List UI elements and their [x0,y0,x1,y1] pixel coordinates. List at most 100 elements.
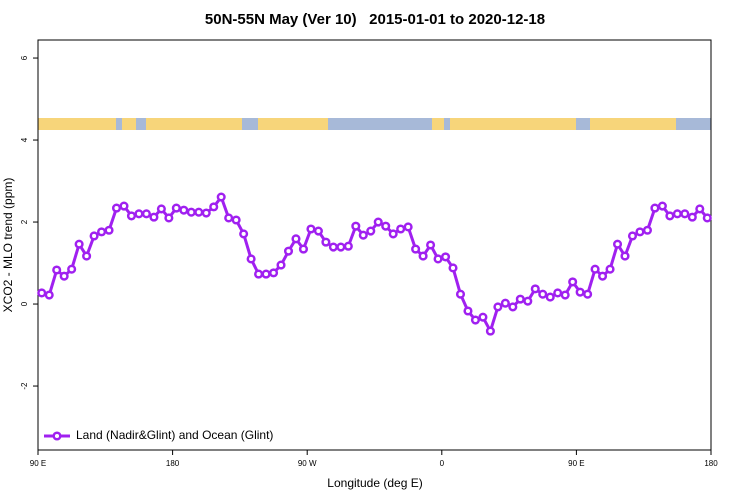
land-ocean-strip [38,118,711,130]
y-tick-label: 4 [20,137,29,142]
data-point [463,306,473,316]
data-point [620,251,630,261]
data-point [568,277,578,287]
data-point [186,207,196,217]
data-point [328,242,338,252]
plot-frame [37,39,712,451]
data-point [388,229,398,239]
chart-title: 50N-55N May (Ver 10) 2015-01-01 to 2020-… [205,11,545,28]
data-point [164,213,174,223]
x-tick-label: 180 [166,459,180,468]
data-point [500,298,510,308]
land-strip [450,118,576,130]
data-point [52,265,62,275]
data-point [485,326,495,336]
data-point [530,284,540,294]
data-point [440,252,451,262]
data-point [313,226,323,236]
data-point [104,225,114,235]
y-tick-label: 2 [20,219,29,224]
data-point [141,209,151,219]
data-point [470,315,481,325]
data-point [283,246,294,256]
land-strip [258,118,328,130]
data-point [583,289,593,299]
data-point [695,204,705,214]
data-point [269,268,279,278]
data-point [37,288,47,298]
data-point [276,260,286,270]
data-point [134,209,144,219]
data-point [209,202,219,212]
x-tick-label: 90 E [568,459,584,468]
data-point [508,302,518,312]
x-tick-label: 180 [704,459,718,468]
x-tick-label: 0 [440,459,445,468]
data-point [560,290,570,300]
data-point [59,271,69,281]
data-point [156,204,166,214]
data-point [89,231,99,241]
data-point [336,242,346,252]
data-point [261,269,271,279]
y-tick-label: 0 [20,301,29,306]
data-point [373,217,383,227]
data-point [201,208,211,218]
data-point [111,203,122,213]
data-point [680,209,690,219]
data-point [97,227,107,237]
data-point [515,294,525,304]
legend-label: Land (Nadir&Glint) and Ocean (Glint) [76,428,273,442]
land-strip [590,118,676,130]
data-point [702,213,712,223]
data-point [74,239,84,249]
data-point [239,229,249,239]
data-point [216,192,226,202]
data-point [545,292,555,302]
data-point [650,203,660,213]
data-point [254,269,264,279]
data-point [538,289,548,299]
data-point [523,296,533,306]
data-point [149,212,159,222]
data-point [411,244,421,254]
data-point [179,205,189,215]
data-point [231,215,241,225]
data-point [672,209,682,219]
y-tick-label: 6 [20,55,29,60]
data-point [627,231,638,241]
data-point [493,302,503,312]
data-point [351,221,361,231]
data-point [67,264,77,274]
data-point [657,201,667,211]
data-point [396,224,406,234]
data-point [605,264,615,274]
data-point [433,254,443,264]
data-point [403,222,413,232]
land-strip [432,118,444,130]
data-point [291,234,301,244]
data-point [366,226,376,236]
data-point [598,271,608,281]
data-point [612,239,623,249]
data-point [358,230,368,240]
legend-marker [52,431,62,441]
data-point [426,240,436,250]
data-point [44,290,54,300]
data-point [224,213,234,223]
data-point [418,251,428,261]
data-point [448,263,458,273]
data-point [575,287,585,297]
data-point [82,251,92,261]
data-point [553,288,563,298]
data-point [119,201,129,211]
data-point [687,212,697,222]
data-point [635,227,645,237]
data-point [321,237,331,247]
data-point [590,264,600,274]
data-point [642,225,652,235]
land-strip [122,118,136,130]
data-point [298,244,309,254]
